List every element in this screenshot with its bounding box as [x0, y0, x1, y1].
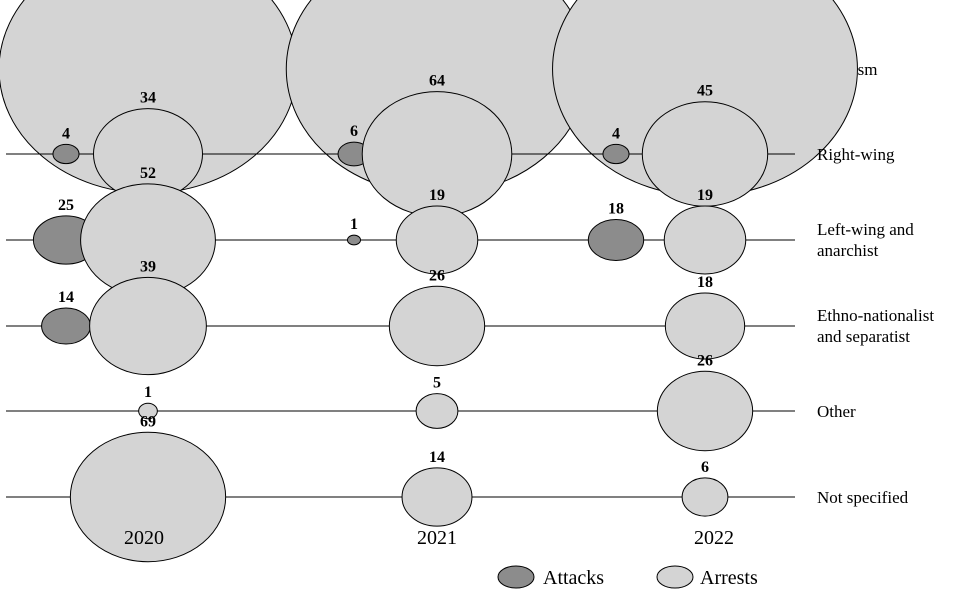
arrest-bubble [681, 477, 729, 517]
arrest-value-label: 19 [429, 187, 445, 204]
category-label: Left-wing and [817, 220, 914, 239]
arrest-value-label: 6 [701, 459, 709, 476]
arrest-value-label: 19 [697, 187, 713, 204]
arrest-value-label: 52 [140, 165, 156, 182]
attack-value-label: 4 [612, 125, 620, 142]
arrest-value-label: 14 [429, 449, 445, 466]
arrest-value-label: 39 [140, 258, 156, 275]
year-label: 2022 [694, 527, 734, 549]
arrest-bubble [663, 205, 747, 275]
year-label: 2021 [417, 527, 457, 549]
arrest-bubble [401, 467, 473, 527]
attack-value-label: 18 [608, 201, 624, 218]
category-label: Other [817, 402, 856, 421]
arrest-bubble [415, 393, 459, 429]
attack-bubble [346, 234, 362, 246]
attack-value-label: 1 [350, 216, 358, 233]
category-label: Ethno-nationalist [817, 306, 934, 325]
arrest-value-label: 34 [140, 90, 156, 107]
legend-label: Arrests [700, 567, 758, 589]
arrest-value-label: 18 [697, 274, 713, 291]
arrest-bubble [664, 292, 746, 360]
category-label: anarchist [817, 241, 879, 260]
attack-value-label: 14 [58, 289, 74, 306]
arrest-bubble [138, 402, 158, 420]
legend-swatch [497, 565, 535, 589]
arrest-value-label: 5 [433, 375, 441, 392]
attack-value-label: 6 [350, 123, 358, 140]
arrest-value-label: 45 [697, 83, 713, 100]
legend-arrests: Arrests [656, 565, 758, 589]
arrest-bubble [69, 431, 227, 563]
arrest-bubble [656, 370, 754, 452]
category-label: Right-wing [817, 145, 895, 164]
attack-bubble [52, 143, 80, 165]
arrest-value-label: 69 [140, 413, 156, 430]
arrest-bubble [388, 285, 486, 367]
attack-value-label: 4 [62, 125, 70, 142]
attack-bubble [587, 219, 645, 261]
category-label: and separatist [817, 327, 910, 346]
category-label: Not specified [817, 488, 909, 507]
arrest-value-label: 1 [144, 384, 152, 401]
legend-swatch [656, 565, 694, 589]
arrest-bubble [395, 205, 479, 275]
attack-bubble [41, 307, 91, 345]
attack-value-label: 25 [58, 197, 74, 214]
attack-bubble [602, 143, 630, 165]
legend-attacks: Attacks [497, 565, 604, 589]
arrest-bubble [89, 276, 207, 376]
arrest-value-label: 26 [697, 352, 713, 369]
year-label: 2020 [124, 527, 164, 549]
arrest-value-label: 26 [429, 267, 445, 284]
arrest-value-label: 64 [429, 73, 445, 90]
legend-label: Attacks [543, 567, 604, 589]
